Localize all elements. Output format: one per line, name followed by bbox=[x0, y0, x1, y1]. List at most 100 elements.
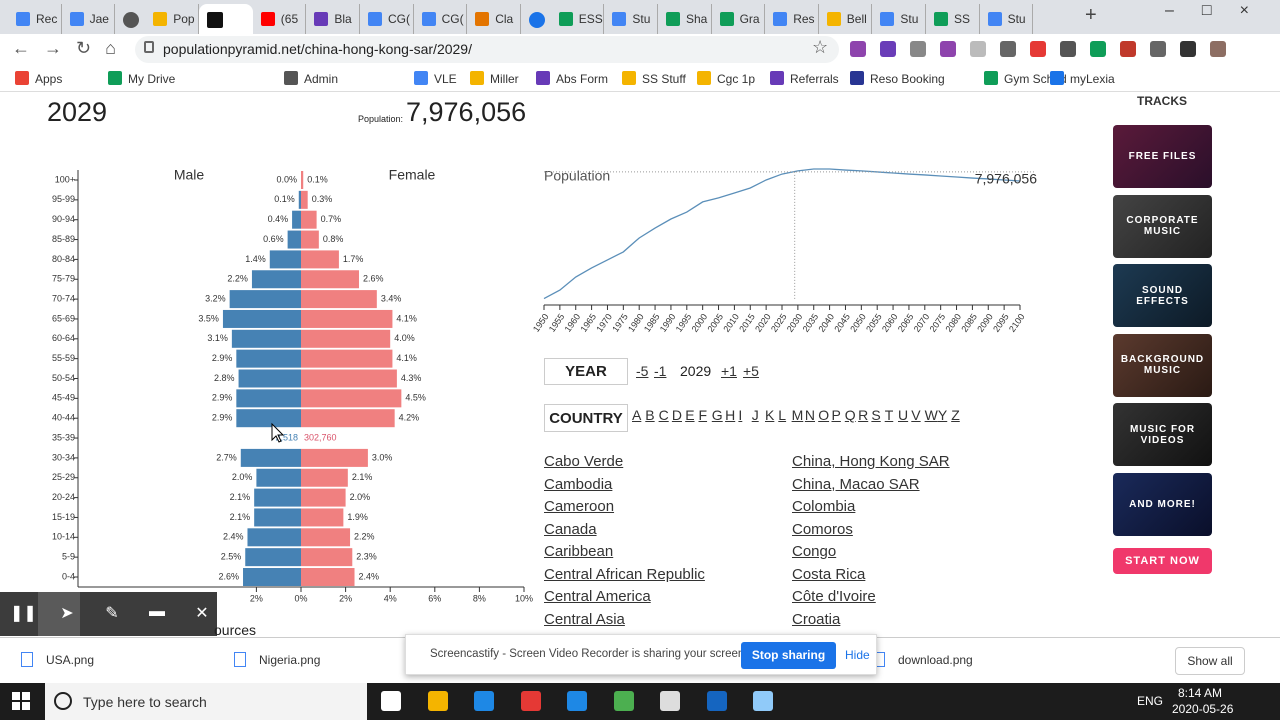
letter-link[interactable]: G bbox=[711, 407, 723, 423]
country-link[interactable]: Colombia bbox=[792, 498, 856, 515]
extension-icon[interactable] bbox=[910, 41, 926, 57]
letter-link[interactable]: O bbox=[818, 407, 830, 423]
letter-link[interactable]: K bbox=[765, 407, 775, 423]
tab[interactable]: CG( bbox=[360, 4, 414, 34]
start-button-win[interactable] bbox=[12, 692, 30, 710]
letter-link[interactable]: S bbox=[871, 407, 881, 423]
tab[interactable]: Pop bbox=[145, 4, 199, 34]
taskbar-app[interactable] bbox=[660, 691, 680, 711]
taskbar-app[interactable] bbox=[706, 691, 727, 711]
country-link[interactable]: Central Asia bbox=[544, 610, 625, 628]
start-button[interactable]: START NOW bbox=[1113, 548, 1212, 574]
bookmark[interactable]: Abs Form bbox=[556, 72, 609, 86]
year-link[interactable]: +1 bbox=[721, 363, 737, 379]
extension-icon[interactable] bbox=[1030, 41, 1046, 57]
new-tab-button[interactable]: + bbox=[1085, 4, 1097, 26]
country-link[interactable]: Caribbean bbox=[544, 543, 614, 560]
sidebar-tile[interactable]: BACKGROUND MUSIC bbox=[1113, 333, 1212, 397]
tab[interactable]: (65 bbox=[253, 4, 307, 34]
show-all[interactable]: Show all bbox=[1175, 647, 1245, 675]
bookmark[interactable]: myLexia bbox=[1070, 72, 1115, 86]
letter-link[interactable]: R bbox=[858, 407, 869, 423]
tab[interactable]: Sha bbox=[658, 4, 712, 34]
taskbar-app[interactable] bbox=[567, 691, 587, 711]
year-link[interactable]: -1 bbox=[654, 363, 667, 379]
country-link[interactable]: Central America bbox=[544, 588, 651, 605]
bookmark[interactable]: Reso Booking bbox=[870, 72, 945, 86]
tab[interactable]: Bell bbox=[819, 4, 873, 34]
tab[interactable]: Cla bbox=[467, 4, 521, 34]
tab[interactable]: Bla bbox=[306, 4, 360, 34]
nav-buttons[interactable]: ←→↻⌂ bbox=[12, 38, 130, 58]
letter-link[interactable]: A bbox=[632, 407, 642, 423]
bookmark[interactable]: Admin bbox=[304, 72, 339, 86]
draw-tool[interactable]: ❚❚ bbox=[10, 605, 37, 622]
letter-link[interactable]: P bbox=[831, 407, 841, 423]
country-link[interactable]: China, Hong Kong SAR bbox=[792, 453, 950, 470]
bookmark[interactable]: Cgc 1p bbox=[717, 72, 756, 86]
sidebar-tile[interactable]: FREE FILES bbox=[1113, 125, 1212, 188]
extension-icon[interactable] bbox=[880, 41, 896, 57]
taskbar-app[interactable] bbox=[613, 691, 634, 711]
tab[interactable]: SS bbox=[926, 4, 980, 34]
sidebar-tile[interactable]: MUSIC FOR VIDEOS bbox=[1113, 403, 1212, 467]
extension-icon[interactable] bbox=[1210, 41, 1226, 57]
country-link[interactable]: Côte d'Ivoire bbox=[792, 588, 876, 605]
letter-link[interactable]: J bbox=[751, 407, 759, 423]
country-link[interactable]: Costa Rica bbox=[792, 565, 866, 583]
country-link[interactable]: Cabo Verde bbox=[544, 453, 624, 470]
bookmark[interactable]: Miller bbox=[490, 72, 519, 86]
draw-tool[interactable]: ✎ bbox=[105, 605, 119, 622]
search-placeholder[interactable]: Type here to search bbox=[83, 694, 207, 710]
extension-icon[interactable] bbox=[1090, 41, 1106, 57]
country-link[interactable]: Central African Republic bbox=[544, 565, 705, 583]
tab[interactable]: Stu bbox=[980, 4, 1034, 34]
sidebar-tile[interactable]: AND MORE! bbox=[1113, 473, 1212, 536]
extension-icon[interactable] bbox=[940, 41, 956, 57]
draw-tool[interactable]: ✕ bbox=[195, 605, 209, 622]
letter-link[interactable]: E bbox=[685, 407, 695, 423]
extension-icon[interactable] bbox=[1120, 41, 1136, 57]
letter-link[interactable]: H bbox=[725, 407, 736, 423]
download-item[interactable]: download.png bbox=[898, 653, 973, 667]
bookmark[interactable]: Apps bbox=[35, 72, 63, 86]
tab[interactable]: CG( bbox=[414, 4, 468, 34]
active-tab[interactable] bbox=[198, 4, 253, 34]
letter-link[interactable]: U bbox=[898, 407, 909, 423]
extension-icon[interactable] bbox=[1180, 41, 1196, 57]
year-link[interactable]: +5 bbox=[743, 363, 759, 379]
extension-icon[interactable] bbox=[1150, 41, 1166, 57]
letter-link[interactable]: W bbox=[924, 407, 938, 423]
letter-link[interactable]: M bbox=[791, 407, 804, 423]
hide-link[interactable]: Hide bbox=[845, 648, 870, 662]
search-box[interactable] bbox=[45, 683, 367, 720]
letter-link[interactable]: B bbox=[645, 407, 655, 423]
taskbar-app[interactable] bbox=[427, 691, 448, 711]
url[interactable]: populationpyramid.net/china-hong-kong-sa… bbox=[163, 41, 472, 57]
country-link[interactable]: Canada bbox=[544, 520, 597, 538]
taskbar-app[interactable] bbox=[381, 691, 401, 711]
omnibox[interactable] bbox=[135, 36, 839, 63]
letter-link[interactable]: V bbox=[911, 407, 921, 423]
country-link[interactable]: Croatia bbox=[792, 610, 841, 628]
year-link[interactable]: -5 bbox=[636, 363, 649, 379]
country-link[interactable]: Cambodia bbox=[544, 475, 613, 493]
bookmark[interactable]: VLE bbox=[434, 72, 457, 86]
bookmark[interactable]: Referrals bbox=[790, 72, 839, 86]
stop-sharing[interactable]: Stop sharing bbox=[741, 642, 836, 669]
letter-link[interactable]: L bbox=[778, 407, 787, 423]
tab[interactable]: Stu bbox=[872, 4, 926, 34]
tab[interactable]: Rec bbox=[8, 4, 62, 34]
tab[interactable]: ESS bbox=[551, 4, 605, 34]
tab[interactable]: Jae bbox=[62, 4, 116, 34]
country-link[interactable]: Comoros bbox=[792, 520, 853, 538]
country-link[interactable]: China, Macao SAR bbox=[792, 475, 920, 493]
bookmark-star[interactable]: ☆ bbox=[812, 37, 829, 57]
download-item[interactable]: Nigeria.png bbox=[259, 653, 321, 667]
bookmark[interactable]: My Drive bbox=[128, 72, 176, 86]
letter-link[interactable]: T bbox=[884, 407, 894, 423]
letter-link[interactable]: I bbox=[738, 407, 743, 423]
window-controls[interactable]: –□× bbox=[1165, 2, 1277, 19]
letter-link[interactable]: Y bbox=[937, 407, 948, 423]
tab[interactable]: Stu bbox=[604, 4, 658, 34]
